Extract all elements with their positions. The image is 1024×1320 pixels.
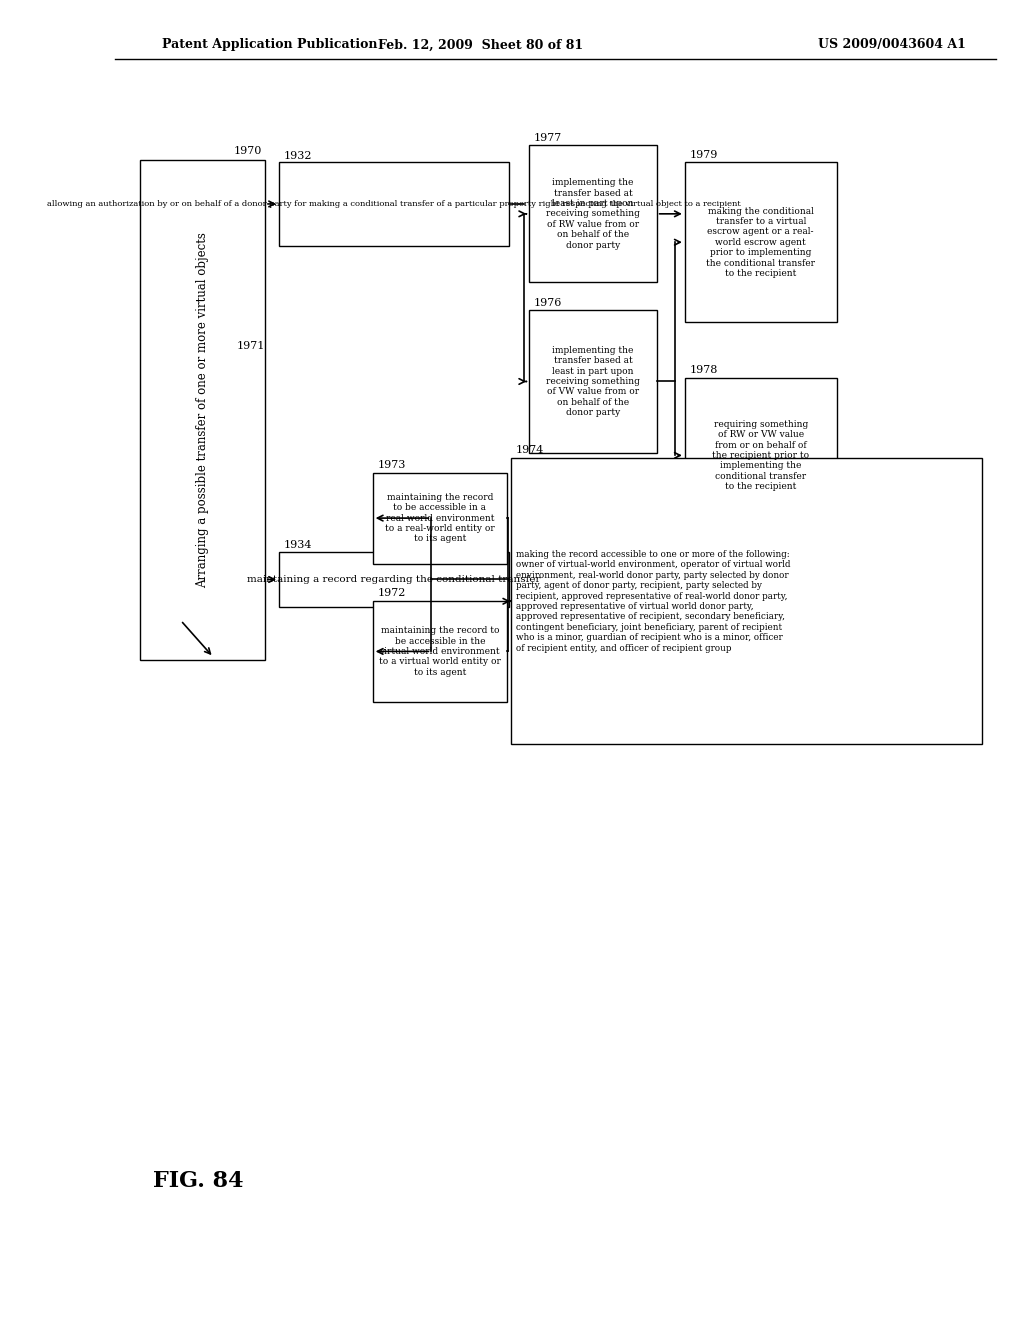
FancyBboxPatch shape xyxy=(511,458,982,744)
Text: implementing the
transfer based at
least in part upon
receiving something
of RW : implementing the transfer based at least… xyxy=(546,178,640,249)
FancyBboxPatch shape xyxy=(685,378,837,533)
Text: Arranging a possible transfer of one or more virtual objects: Arranging a possible transfer of one or … xyxy=(197,232,209,587)
Text: 1974: 1974 xyxy=(515,445,544,455)
Text: Feb. 12, 2009  Sheet 80 of 81: Feb. 12, 2009 Sheet 80 of 81 xyxy=(378,38,583,51)
Text: 1973: 1973 xyxy=(378,459,406,470)
Text: 1970: 1970 xyxy=(234,145,262,156)
Text: 1972: 1972 xyxy=(378,587,406,598)
FancyBboxPatch shape xyxy=(529,310,656,453)
FancyBboxPatch shape xyxy=(373,473,507,564)
Text: making the record accessible to one or more of the following:
owner of virtual-w: making the record accessible to one or m… xyxy=(516,550,791,652)
Text: making the conditional
transfer to a virtual
escrow agent or a real-
world escro: making the conditional transfer to a vir… xyxy=(707,206,815,279)
FancyBboxPatch shape xyxy=(529,145,656,282)
Text: 1934: 1934 xyxy=(284,540,312,550)
Text: maintaining a record regarding the conditional transfer: maintaining a record regarding the condi… xyxy=(247,576,541,583)
FancyBboxPatch shape xyxy=(280,552,509,607)
Text: maintaining the record
to be accessible in a
real-world environment
to a real-wo: maintaining the record to be accessible … xyxy=(385,492,495,544)
Text: US 2009/0043604 A1: US 2009/0043604 A1 xyxy=(818,38,966,51)
Text: maintaining the record to
be accessible in the
virtual world environment
to a vi: maintaining the record to be accessible … xyxy=(379,626,501,677)
Text: 1976: 1976 xyxy=(534,297,562,308)
Text: 1977: 1977 xyxy=(534,132,562,143)
FancyBboxPatch shape xyxy=(685,162,837,322)
Text: implementing the
transfer based at
least in part upon
receiving something
of VW : implementing the transfer based at least… xyxy=(546,346,640,417)
Text: 1979: 1979 xyxy=(689,149,718,160)
Text: requiring something
of RW or VW value
from or on behalf of
the recipient prior t: requiring something of RW or VW value fr… xyxy=(712,420,809,491)
FancyBboxPatch shape xyxy=(373,601,507,702)
Text: Patent Application Publication: Patent Application Publication xyxy=(162,38,378,51)
Text: 1978: 1978 xyxy=(689,364,718,375)
Text: 1971: 1971 xyxy=(237,341,265,351)
Text: FIG. 84: FIG. 84 xyxy=(153,1171,243,1192)
FancyBboxPatch shape xyxy=(140,160,265,660)
Text: allowing an authorization by or on behalf of a donor party for making a conditio: allowing an authorization by or on behal… xyxy=(47,199,740,209)
FancyBboxPatch shape xyxy=(280,162,509,246)
Text: 1932: 1932 xyxy=(284,150,312,161)
